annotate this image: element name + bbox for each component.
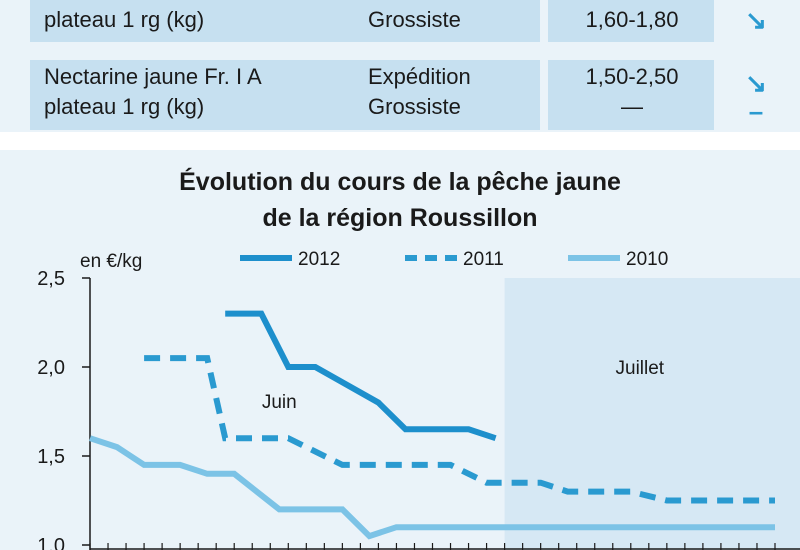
trend-flat-icon: –: [748, 96, 764, 126]
price-range: 1,60-1,80: [576, 5, 688, 35]
price-cell: [548, 0, 714, 42]
price-line: 1,60-1,80: [585, 7, 679, 32]
product-line: plateau 1 rg (kg): [44, 7, 205, 32]
y-tick-label: 2,0: [37, 357, 65, 379]
product-cell: [30, 60, 320, 130]
trend-down-icon: ↘: [745, 5, 767, 35]
product-line: Nectarine jaune Fr. I A: [44, 64, 262, 89]
y-tick-label: 1,5: [37, 446, 65, 468]
table-row: plateau 1 rg (kg) Grossiste 1,60-1,80 ↘: [0, 0, 800, 42]
series-line-2012: [225, 310, 497, 442]
chart-annotation: Juin: [262, 392, 297, 413]
y-axis-unit-label: en €/kg: [80, 251, 142, 272]
price-cell: [548, 60, 714, 130]
market-label: Expédition Grossiste: [368, 62, 471, 122]
series-line-2010: [89, 435, 775, 540]
y-tick-label: 2,5: [37, 268, 65, 290]
chart-title-line: de la région Roussillon: [262, 204, 538, 232]
y-tick-label: 1,0: [37, 535, 65, 550]
market-cell: [320, 60, 540, 130]
trend-down-icon: ↘: [745, 68, 767, 98]
product-label: Nectarine jaune Fr. I A plateau 1 rg (kg…: [44, 62, 262, 122]
price-line: 1,50-2,50: [585, 64, 679, 89]
july-region: [504, 278, 800, 550]
price-range: 1,50-2,50 —: [576, 62, 688, 122]
legend-label: 2010: [626, 249, 668, 270]
table-row: Nectarine jaune Fr. I A plateau 1 rg (kg…: [0, 60, 800, 130]
market-cell: [320, 0, 540, 42]
market-line: Grossiste: [368, 7, 461, 32]
legend-label: 2011: [463, 249, 504, 270]
product-label: plateau 1 rg (kg): [44, 5, 204, 35]
market-label: Grossiste: [368, 5, 461, 35]
chart-title-line: Évolution du cours de la pêche jaune: [179, 168, 621, 196]
market-line: Expédition: [368, 64, 471, 89]
price-line: —: [621, 94, 643, 119]
series-line-2011: [144, 355, 775, 504]
chart-title: Évolution du cours de la pêche jaune de …: [0, 164, 800, 236]
chart-annotation: Juillet: [616, 358, 665, 379]
product-cell: [30, 0, 320, 42]
product-line: plateau 1 rg (kg): [44, 94, 205, 119]
legend-label: 2012: [298, 249, 340, 270]
market-line: Grossiste: [368, 94, 461, 119]
